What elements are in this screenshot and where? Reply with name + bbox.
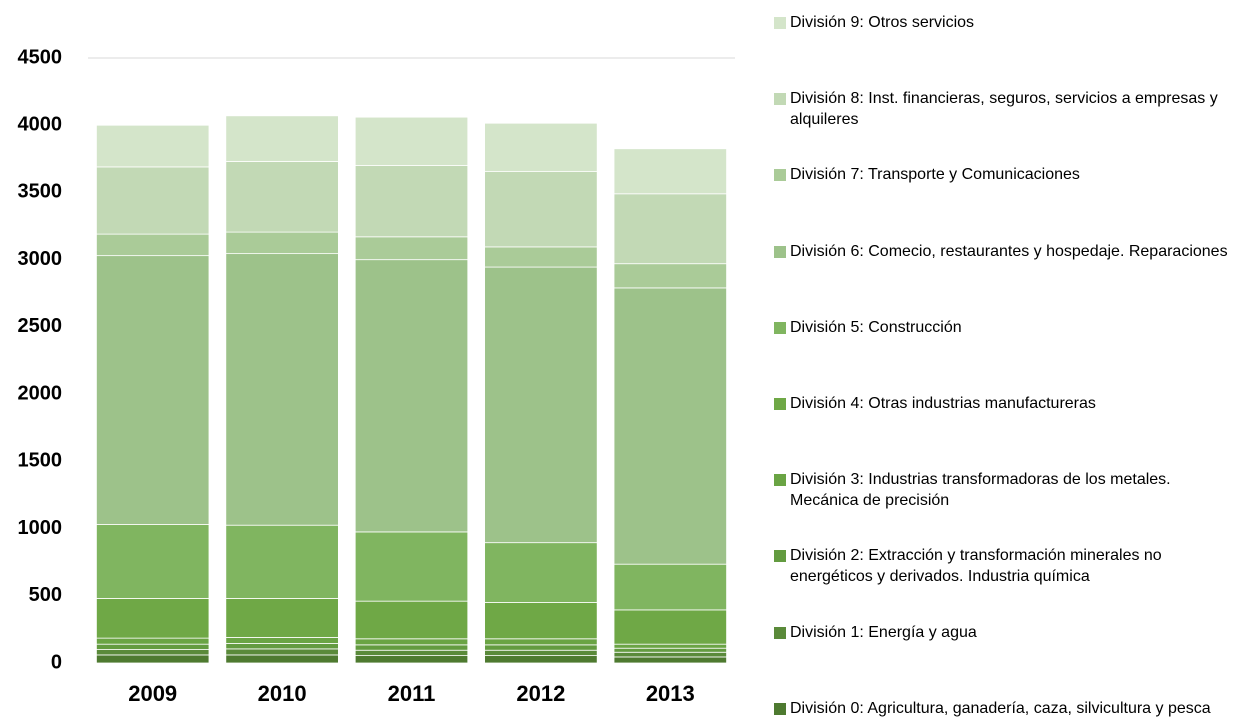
legend-label: División 8: Inst. financieras, seguros, …: [790, 90, 1218, 129]
bar-segment: [613, 287, 727, 565]
bar-segment: [225, 648, 339, 656]
y-tick-label: 3000: [18, 248, 63, 270]
bar-segment: [484, 638, 598, 646]
bar-segment: [354, 259, 469, 533]
bar-segment: [225, 524, 339, 599]
legend-item: División 3: Industrias transformadoras d…: [774, 469, 1230, 511]
legend-swatch: [774, 398, 786, 410]
legend-label: División 9: Otros servicios: [790, 14, 975, 31]
bar-segment: [613, 263, 727, 289]
bar-segment: [484, 649, 598, 657]
legend-label: División 7: Transporte y Comunicaciones: [790, 166, 1080, 184]
bar-segment: [96, 524, 210, 599]
legend-swatch: [774, 245, 786, 258]
bar-segment: [225, 654, 339, 664]
bar-segment: [96, 233, 210, 257]
legend-swatch: [774, 702, 786, 715]
bar-segment: [354, 638, 469, 646]
x-tick-label: 2009: [128, 681, 177, 706]
bar-segment: [225, 253, 339, 526]
legend-swatch: [774, 17, 786, 29]
bar-segment: [96, 643, 210, 650]
bar-segment: [225, 637, 339, 644]
legend-item: División 8: Inst. financieras, seguros, …: [774, 88, 1230, 130]
x-tick-label: 2012: [516, 681, 565, 706]
bar-segment: [354, 531, 469, 602]
bar-segment: [354, 644, 469, 651]
bar-segment: [225, 643, 339, 650]
bar-segment: [484, 266, 598, 544]
bar-segment: [613, 563, 727, 611]
bar-segment: [484, 122, 598, 173]
legend-swatch: [774, 626, 786, 639]
legend-swatch: [774, 550, 786, 563]
bar-segment: [225, 598, 339, 638]
y-tick-label: 4500: [18, 46, 63, 68]
legend-label: División 0: Agricultura, ganadería, caza…: [790, 699, 1211, 717]
bar-segment: [96, 598, 210, 639]
bar-segment: [354, 236, 469, 261]
legend-label: División 3: Industrias transformadoras d…: [790, 471, 1171, 510]
bar-segment: [96, 637, 210, 645]
legend-swatch: [774, 169, 786, 182]
bar-segment: [96, 166, 210, 235]
legend-label: División 2: Extracción y transformación …: [790, 547, 1162, 586]
bar-segment: [484, 655, 598, 664]
bar-segment: [484, 542, 598, 603]
bar-segment: [354, 600, 469, 640]
legend-label: División 5: Construcción: [790, 318, 962, 336]
bar-segment: [354, 655, 469, 664]
bar-segment: [613, 193, 727, 265]
bar-segment: [96, 124, 210, 168]
y-tick-label: 1000: [18, 517, 63, 539]
bar-segment: [96, 654, 210, 664]
bar-segment: [484, 246, 598, 268]
legend-item: División 7: Transporte y Comunicaciones: [774, 164, 1230, 185]
y-tick-label: 2500: [18, 315, 63, 337]
bar-segment: [613, 609, 727, 645]
bar-segment: [96, 255, 210, 525]
legend-item: División 2: Extracción y transformación …: [774, 545, 1230, 587]
bar-segment: [225, 115, 339, 162]
bar-segment: [613, 651, 727, 658]
y-tick-label: 3500: [18, 181, 63, 203]
bar-segment: [225, 161, 339, 233]
bar-segment: [225, 231, 339, 255]
x-tick-label: 2011: [388, 681, 436, 706]
bar-segment: [613, 647, 727, 653]
legend-label: División 4: Otras industrias manufacture…: [790, 395, 1096, 412]
legend-swatch: [774, 321, 786, 334]
bar-segment: [354, 649, 469, 657]
legend-item: División 5: Construcción: [774, 317, 1230, 338]
legend-swatch: [774, 93, 786, 106]
legend-label: División 6: Comecio, restaurantes y hosp…: [790, 242, 1228, 260]
legend-item: División 9: Otros servicios: [774, 12, 1230, 33]
legend-item: División 4: Otras industrias manufacture…: [774, 393, 1230, 414]
x-tick-label: 2013: [646, 681, 695, 706]
y-tick-label: 1500: [18, 450, 63, 472]
bar-segment: [613, 643, 727, 649]
bar-segment: [484, 171, 598, 248]
bar-segment: [96, 649, 210, 656]
bar-segment: [484, 602, 598, 640]
bar-segment: [484, 644, 598, 651]
x-tick-label: 2010: [258, 681, 307, 706]
bar-segment: [613, 148, 727, 195]
legend-item: División 6: Comecio, restaurantes y hosp…: [774, 241, 1230, 262]
bar-segment: [354, 116, 469, 166]
y-tick-label: 0: [51, 651, 62, 673]
legend-item: División 0: Agricultura, ganadería, caza…: [774, 698, 1230, 719]
y-tick-label: 2000: [18, 382, 63, 404]
y-tick-label: 500: [29, 584, 62, 606]
legend-label: División 1: Energía y agua: [790, 623, 977, 641]
bar-segment: [354, 165, 469, 238]
y-tick-label: 4000: [18, 114, 63, 136]
legend-swatch: [774, 474, 786, 487]
legend-item: División 1: Energía y agua: [774, 622, 1230, 643]
bar-segment: [613, 656, 727, 664]
